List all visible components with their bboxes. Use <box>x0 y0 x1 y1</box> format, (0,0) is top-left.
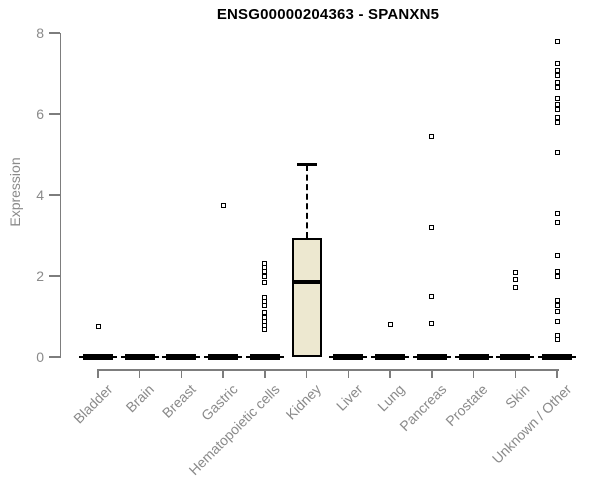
outlier-point <box>554 119 560 125</box>
x-tick <box>305 370 308 378</box>
outlier-point <box>554 39 560 45</box>
x-tick-label: Skin <box>502 381 533 412</box>
y-tick <box>48 113 60 115</box>
x-tick <box>264 370 266 378</box>
outlier-point <box>95 324 101 330</box>
x-tick-label: Brain <box>122 381 158 416</box>
outlier-point <box>554 318 560 324</box>
outlier-point <box>554 114 560 120</box>
x-tick <box>472 370 475 378</box>
x-tick-label: Kidney <box>282 381 324 423</box>
outlier-point <box>554 268 560 274</box>
x-tick <box>97 370 99 378</box>
x-tick <box>138 370 141 378</box>
x-tick-label: Bladder <box>69 381 116 427</box>
outlier-point <box>554 67 560 73</box>
outlier-point <box>262 309 268 315</box>
outlier-point <box>554 253 560 259</box>
x-tick-label: Liver <box>332 381 366 414</box>
collapsed-box <box>458 354 489 360</box>
collapsed-box <box>542 354 572 360</box>
outlier-point <box>554 79 560 85</box>
outlier-point <box>554 60 560 66</box>
outlier-point <box>512 270 518 276</box>
outlier-point <box>512 276 518 282</box>
outlier-point <box>429 224 435 230</box>
x-tick-label: Breast <box>158 381 199 421</box>
outlier-point <box>554 302 560 308</box>
collapsed-box <box>333 354 364 360</box>
collapsed-box <box>416 354 447 360</box>
x-tick <box>389 370 391 378</box>
whisker <box>305 164 308 238</box>
collapsed-box <box>375 354 406 360</box>
x-tick <box>431 370 433 378</box>
collapsed-box <box>249 354 280 360</box>
y-tick-label: 8 <box>36 25 44 41</box>
outlier-point <box>554 101 560 107</box>
outlier-point <box>554 107 560 113</box>
y-tick <box>48 32 60 34</box>
x-tick <box>180 370 183 378</box>
outlier-point <box>554 309 560 315</box>
outlier-point <box>554 73 560 79</box>
collapsed-box <box>124 354 155 360</box>
collapsed-box <box>166 354 197 360</box>
x-tick-label: Lung <box>374 381 408 415</box>
box <box>291 237 322 357</box>
whisker-cap <box>296 163 317 167</box>
collapsed-box <box>500 354 531 360</box>
x-tick <box>556 370 558 378</box>
outlier-point <box>512 284 518 290</box>
y-tick <box>48 194 60 196</box>
x-tick <box>222 370 224 378</box>
chart-title: ENSG00000204363 - SPANXN5 <box>216 6 440 23</box>
x-tick-label: Unknown / Other <box>488 381 575 467</box>
x-tick <box>347 370 350 378</box>
outlier-point <box>429 133 435 139</box>
outlier-point <box>262 280 268 286</box>
collapsed-box <box>208 354 239 360</box>
outlier-point <box>554 96 560 102</box>
outlier-point <box>429 321 435 327</box>
collapsed-box <box>83 354 113 360</box>
outlier-point <box>220 202 226 208</box>
outlier-point <box>554 273 560 279</box>
outlier-point <box>262 302 268 308</box>
outlier-point <box>262 273 268 279</box>
x-tick <box>514 370 517 378</box>
median-line <box>291 280 322 285</box>
outlier-point <box>554 337 560 343</box>
outlier-point <box>262 326 268 332</box>
outlier-point <box>554 84 560 90</box>
y-axis-line <box>59 33 61 358</box>
outlier-point <box>554 297 560 303</box>
x-tick-label: Prostate <box>442 381 491 430</box>
outlier-point <box>387 322 393 328</box>
y-tick <box>48 275 60 277</box>
y-tick-label: 0 <box>36 349 44 365</box>
x-axis-line <box>97 369 559 371</box>
y-tick-label: 4 <box>36 187 44 203</box>
y-tick-label: 2 <box>36 268 44 284</box>
y-tick <box>48 356 60 358</box>
outlier-point <box>429 293 435 299</box>
outlier-point <box>554 220 560 226</box>
y-tick-label: 6 <box>36 106 44 122</box>
outlier-point <box>554 149 560 155</box>
outlier-point <box>554 210 560 216</box>
